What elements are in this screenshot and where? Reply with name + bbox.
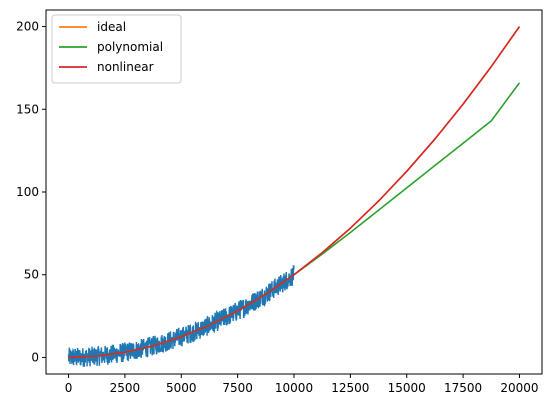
noisy-data-line <box>67 265 295 367</box>
x-tick-label: 2500 <box>110 381 141 395</box>
x-tick-label: 10000 <box>275 381 313 395</box>
x-tick-label: 17500 <box>444 381 482 395</box>
series-line-nonlinear <box>68 26 521 359</box>
legend-label-nonlinear: nonlinear <box>97 60 154 74</box>
legend-label-polynomial: polynomial <box>97 40 163 54</box>
y-tick-label: 0 <box>31 350 39 364</box>
x-tick-label: 0 <box>65 381 73 395</box>
y-tick-label: 50 <box>24 268 39 282</box>
x-tick-label: 7500 <box>222 381 253 395</box>
x-tick-label: 20000 <box>500 381 538 395</box>
y-tick-label: 200 <box>16 20 39 34</box>
legend-box <box>51 14 182 84</box>
x-tick-label: 12500 <box>331 381 369 395</box>
x-tick-label: 5000 <box>166 381 197 395</box>
legend: ideal polynomial nonlinear <box>51 14 182 84</box>
legend-label-ideal: ideal <box>97 20 126 34</box>
ticks-layer: 0 2500 5000 7500 10000 12500 15000 17500 20000 0 5… <box>16 20 538 395</box>
y-tick-label: 150 <box>16 102 39 116</box>
x-tick-label: 15000 <box>388 381 426 395</box>
y-tick-label: 100 <box>16 185 39 199</box>
plot-layer <box>67 26 521 367</box>
